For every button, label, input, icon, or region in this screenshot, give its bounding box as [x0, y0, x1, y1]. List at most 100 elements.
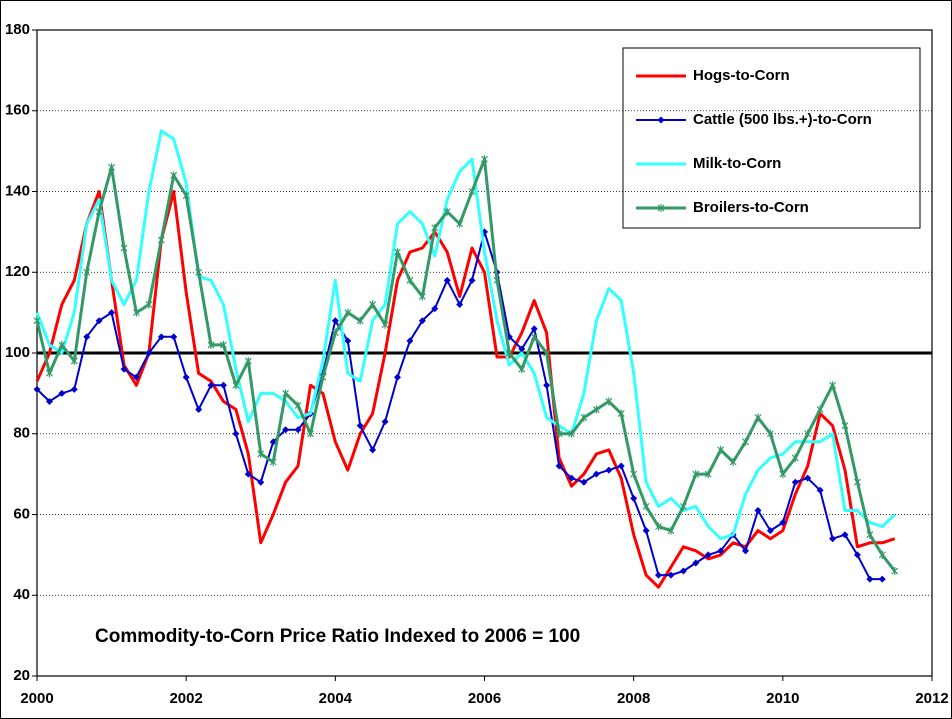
point — [418, 317, 426, 325]
point — [331, 328, 339, 337]
x-tick-label: 2006 — [468, 690, 501, 707]
point — [58, 389, 66, 397]
point — [369, 300, 377, 309]
point — [418, 292, 426, 301]
point — [244, 470, 252, 478]
point — [630, 494, 638, 502]
point — [356, 316, 364, 325]
point — [605, 466, 613, 474]
point — [655, 571, 663, 579]
point — [394, 248, 401, 257]
point — [853, 478, 861, 487]
point — [580, 478, 588, 486]
point — [393, 373, 401, 381]
point — [431, 223, 439, 232]
point — [779, 519, 787, 527]
point — [642, 527, 650, 535]
point — [406, 337, 414, 345]
point — [617, 409, 625, 418]
point — [717, 445, 725, 454]
point — [804, 474, 812, 482]
point — [207, 340, 215, 349]
point — [791, 453, 799, 462]
point — [282, 426, 290, 434]
point — [704, 551, 712, 559]
x-tick-label: 2002 — [169, 690, 202, 707]
point — [381, 320, 389, 329]
point — [518, 365, 526, 374]
point — [866, 530, 874, 539]
point — [729, 458, 737, 467]
point — [132, 373, 140, 381]
point — [754, 506, 762, 514]
point — [207, 381, 215, 389]
legend-label: Broilers-to-Corn — [693, 199, 809, 216]
y-tick-label: 80 — [13, 425, 30, 442]
point — [219, 381, 227, 389]
point — [157, 235, 165, 244]
point — [294, 401, 302, 410]
point — [33, 316, 41, 325]
point — [344, 308, 352, 317]
point — [369, 446, 377, 454]
point — [120, 365, 128, 373]
point — [704, 470, 712, 479]
legend-marker — [657, 204, 665, 212]
point — [779, 470, 787, 479]
y-tick-label: 160 — [5, 102, 30, 119]
point — [282, 389, 290, 398]
point — [182, 373, 190, 381]
point — [406, 276, 414, 285]
point — [667, 526, 675, 535]
point — [195, 406, 203, 414]
point — [518, 345, 526, 353]
point — [555, 462, 563, 470]
x-tick-label: 2010 — [766, 690, 799, 707]
point — [83, 333, 91, 341]
point — [543, 381, 551, 389]
point — [108, 163, 116, 172]
point — [70, 385, 78, 393]
point — [754, 413, 762, 422]
x-tick-label: 2012 — [915, 690, 948, 707]
point — [555, 429, 563, 438]
point — [269, 438, 277, 446]
point — [592, 405, 600, 414]
point — [46, 369, 53, 378]
point — [456, 301, 464, 309]
y-tick-label: 20 — [13, 667, 30, 684]
series-line — [35, 157, 896, 572]
x-tick-label: 2000 — [20, 690, 53, 707]
point — [468, 187, 476, 196]
y-tick-label: 60 — [13, 505, 30, 522]
point — [95, 317, 103, 325]
point — [331, 317, 339, 325]
x-tick-label: 2008 — [617, 690, 650, 707]
point — [642, 502, 650, 511]
point — [530, 332, 538, 341]
point — [530, 325, 538, 333]
legend-label: Cattle (500 lbs.+)-to-Corn — [693, 111, 872, 128]
point — [493, 276, 501, 285]
point — [580, 413, 588, 422]
point — [45, 397, 53, 405]
point — [220, 340, 227, 349]
point — [182, 191, 190, 200]
point — [443, 207, 451, 216]
point — [269, 458, 277, 467]
point — [170, 333, 178, 341]
point — [58, 340, 66, 349]
point — [816, 486, 824, 494]
point — [543, 349, 551, 357]
point — [866, 575, 874, 583]
point — [70, 357, 78, 366]
point — [145, 349, 153, 357]
point — [443, 276, 451, 284]
point — [568, 429, 575, 438]
point — [853, 551, 861, 559]
y-tick-label: 40 — [13, 586, 30, 603]
legend-label: Milk-to-Corn — [693, 155, 781, 172]
point — [120, 244, 128, 253]
point — [505, 349, 513, 357]
point — [878, 550, 886, 559]
